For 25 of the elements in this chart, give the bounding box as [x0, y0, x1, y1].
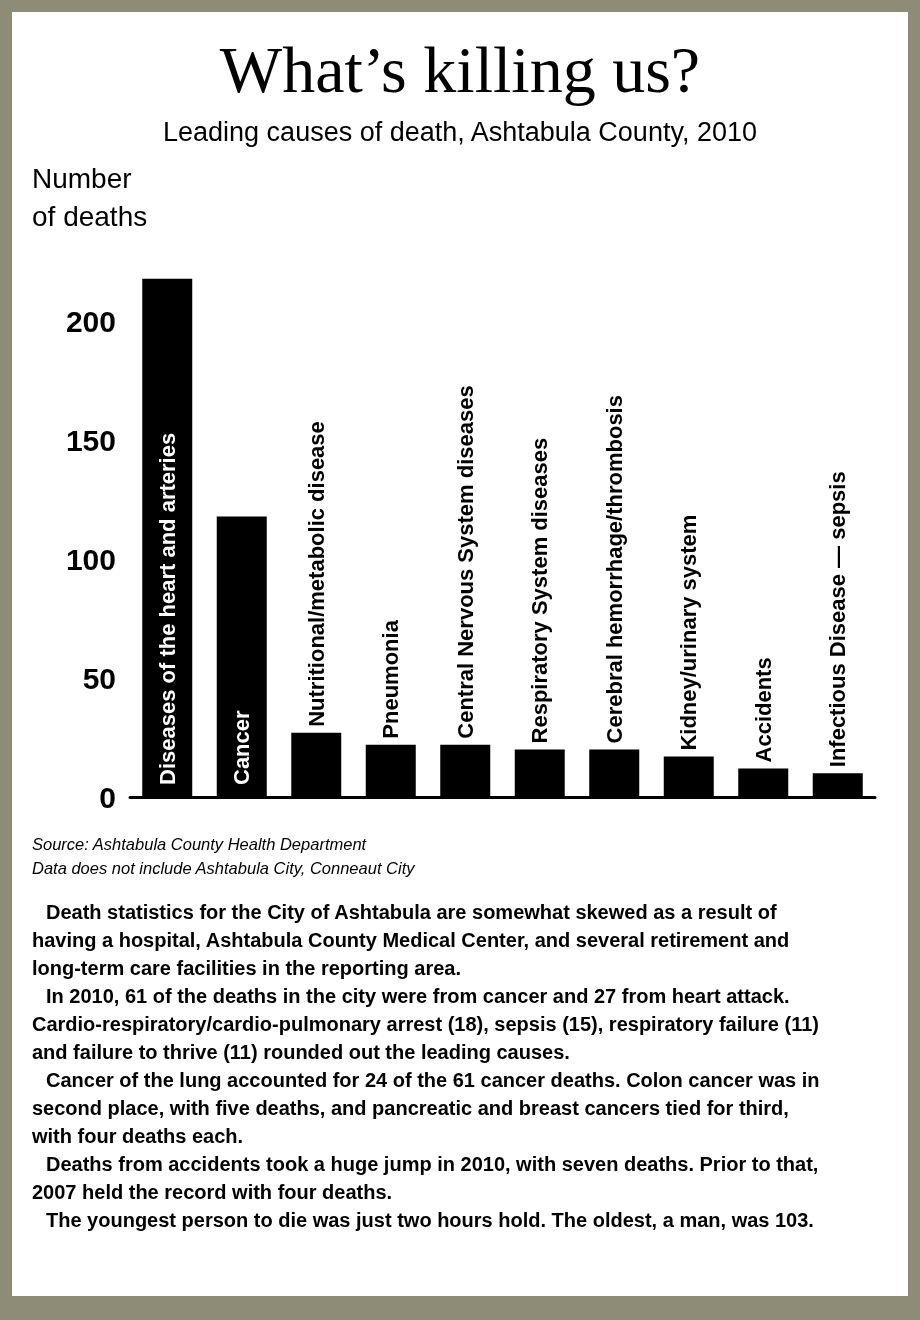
y-tick-label: 0 [99, 780, 116, 814]
chart-subtitle: Leading causes of death, Ashtabula County, 2010 [162, 117, 758, 148]
text: Deaths from accidents took a huge jump in 2010, with seven deaths. Prior to that, 2007 held the record with four deaths. [32, 1152, 820, 1205]
x-tick-label: Accidents [750, 657, 776, 763]
x-tick-label: Cerebral hemorrhage/thrombosis [601, 395, 627, 744]
text: In 2010, 61 of the deaths in the city were from cancer and 27 from heart attack. Cardio-respiratory/cardio-pulmonary arrest (18), sepsis (15), respiratory failure (11) and failure to thrive (11) rounded out the leading causes. [32, 984, 820, 1065]
x-tick-label: Diseases of the heart and arteries [154, 432, 180, 785]
x-tick-label: Kidney/urinary system [676, 514, 702, 751]
text: Death statistics for the City of Ashtabula are somewhat skewed as a result of having a hospital, Ashtabula County Medical Center, and several retirement and long-term care facilities in the reporting area. [32, 900, 791, 981]
text: Data does not include Ashtabula City, Conneaut City [32, 858, 416, 879]
y-axis-title: Number of deaths [32, 162, 149, 234]
y-tick-label: 200 [65, 305, 116, 339]
x-tick-label: Central Nervous System diseases [452, 385, 478, 739]
source-note: Source: Ashtabula County Health Department [32, 834, 368, 855]
x-tick-label: Nutritional/metabolic disease [303, 421, 329, 727]
y-tick-label: 50 [82, 661, 116, 695]
chart-title: What’s killing us? [218, 32, 702, 108]
x-tick-label: Cancer [229, 709, 255, 785]
y-tick-label: 150 [65, 423, 116, 457]
y-tick-label: 100 [65, 542, 116, 576]
text: Cancer of the lung accounted for 24 of the 61 cancer deaths. Colon cancer was in second place, with five deaths, and pancreatic and breast cancers tied for third, with four deaths each. [32, 1068, 821, 1149]
x-tick-label: Respiratory System diseases [527, 437, 553, 744]
x-tick-label: Pneumonia [378, 619, 404, 739]
text: The youngest person to die was just two hours hold. The oldest, a man, was 103. [45, 1208, 815, 1233]
x-tick-label: Infectious Disease — sepsis [825, 471, 851, 768]
